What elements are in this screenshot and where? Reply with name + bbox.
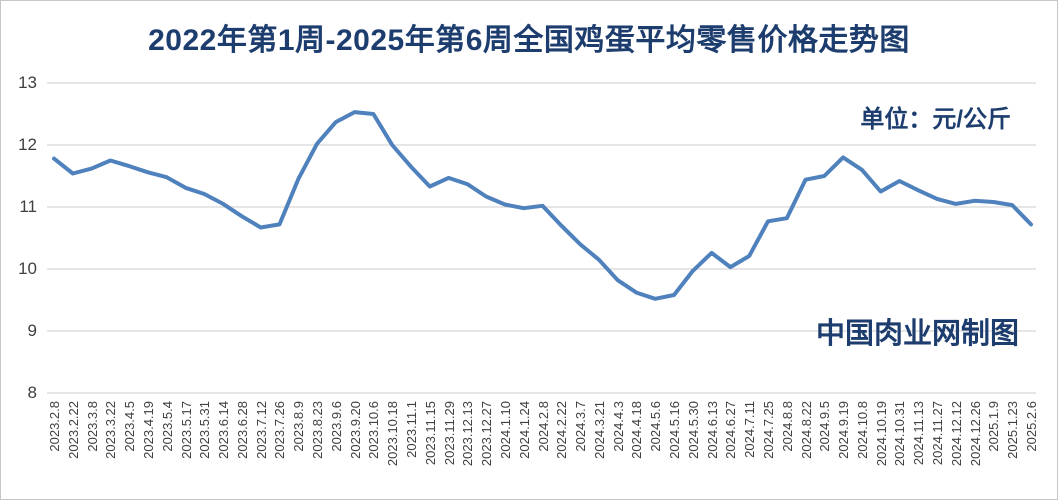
x-tick-label: 2023.6.14 — [216, 401, 232, 459]
x-tick-label: 2023.8.9 — [291, 401, 307, 452]
x-tick-label: 2023.3.22 — [103, 401, 119, 459]
y-tick-label: 9 — [27, 321, 37, 340]
x-tick-label: 2023.12.27 — [479, 401, 495, 467]
x-tick-label: 2024.12.26 — [967, 401, 983, 467]
x-tick-label: 2024.11.13 — [911, 401, 927, 466]
x-tick-label: 2024.6.27 — [723, 401, 739, 459]
chart-title: 2022年第1周-2025年第6周全国鸡蛋平均零售价格走势图 — [148, 24, 910, 57]
x-tick-label: 2023.11.15 — [422, 401, 438, 466]
x-tick-label: 2024.10.31 — [892, 401, 908, 467]
x-tick-label: 2024.7.25 — [760, 401, 776, 459]
x-tick-label: 2024.5.6 — [648, 401, 664, 452]
x-tick-label: 2023.2.8 — [47, 401, 62, 452]
unit-label: 单位：元/公斤 — [860, 106, 1011, 133]
x-tick-label: 2023.11.29 — [441, 401, 457, 466]
x-tick-label: 2024.4.3 — [610, 401, 626, 452]
x-tick-label: 2023.10.18 — [385, 401, 401, 467]
y-tick-label: 10 — [18, 259, 37, 278]
x-tick-label: 2023.7.12 — [253, 401, 269, 459]
y-tick-label: 12 — [18, 135, 37, 154]
x-tick-label: 2024.10.19 — [873, 401, 889, 467]
x-tick-label: 2024.9.19 — [836, 401, 852, 459]
x-tick-label: 2024.3.21 — [591, 401, 607, 459]
y-tick-label: 13 — [18, 73, 37, 92]
x-tick-label: 2023.11.1 — [403, 401, 419, 458]
x-tick-label: 2023.9.20 — [347, 401, 363, 459]
x-tick-label: 2024.8.22 — [798, 401, 814, 459]
x-tick-label: 2024.5.30 — [685, 401, 701, 459]
y-tick-label: 8 — [27, 383, 37, 402]
x-tick-label: 2023.9.6 — [328, 401, 344, 452]
x-tick-label: 2024.6.13 — [704, 401, 720, 459]
x-tick-label: 2024.10.8 — [854, 401, 870, 459]
x-tick-label: 2023.5.17 — [178, 401, 194, 459]
x-tick-label: 2025.1.23 — [1005, 401, 1021, 459]
x-tick-label: 2023.7.26 — [272, 401, 288, 459]
x-tick-label: 2023.3.8 — [84, 401, 100, 452]
x-tick-label: 2024.7.11 — [742, 401, 758, 458]
x-tick-label: 2024.9.5 — [817, 401, 833, 452]
x-tick-label: 2024.2.22 — [554, 401, 570, 459]
x-tick-label: 2023.4.5 — [122, 401, 138, 452]
x-tick-label: 2024.4.18 — [629, 401, 645, 459]
x-tick-label: 2024.1.10 — [497, 401, 513, 459]
x-tick-label: 2023.4.19 — [140, 401, 156, 459]
x-tick-label: 2023.5.31 — [197, 401, 213, 459]
x-tick-label: 2024.2.8 — [535, 401, 551, 452]
x-tick-label: 2024.3.7 — [573, 401, 589, 452]
x-tick-label: 2024.5.16 — [667, 401, 683, 459]
x-tick-label: 2023.6.28 — [234, 401, 250, 459]
x-tick-label: 2025.2.6 — [1024, 401, 1039, 452]
x-tick-label: 2024.12.12 — [948, 401, 964, 467]
credit-label: 中国肉业网制图 — [815, 318, 1019, 350]
x-tick-label: 2024.1.24 — [516, 401, 532, 459]
x-tick-label: 2023.5.4 — [159, 401, 175, 452]
x-tick-label: 2023.2.22 — [65, 401, 81, 459]
x-tick-label: 2023.12.13 — [460, 401, 476, 467]
x-tick-label: 2025.1.9 — [986, 401, 1002, 452]
price-line-series — [52, 110, 1033, 301]
x-tick-label: 2024.8.8 — [779, 401, 795, 452]
x-tick-label: 2024.11.27 — [930, 401, 946, 466]
y-tick-label: 11 — [19, 197, 37, 216]
x-tick-label: 2023.8.23 — [310, 401, 326, 459]
x-tick-label: 2023.10.6 — [366, 401, 382, 459]
